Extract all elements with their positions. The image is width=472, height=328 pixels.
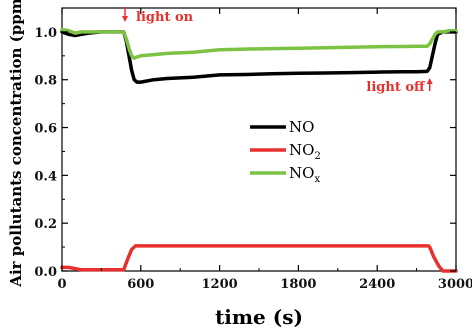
y-axis-ticks: 0.0 0.2 0.4 0.6 0.8 1.0 [34,7,456,280]
legend-label-no: NO [289,118,314,136]
x-tick-label: 0 [57,277,66,292]
annotation-light-off: light off [366,80,426,95]
light-on-arrow-head [122,16,129,22]
x-tick-label: 2400 [359,277,395,292]
y-tick-label: 0.0 [34,265,57,280]
x-tick-label: 3000 [438,277,472,292]
y-tick-label: 0.6 [34,122,57,137]
y-axis-title: Air pollutants concentration (ppm) [7,0,25,288]
x-tick-label: 1800 [280,277,316,292]
series-layer [60,27,458,273]
x-tick-label: 600 [127,277,154,292]
x-axis-title: time (s) [215,305,303,328]
plot-area: 0 600 1200 1800 2400 3000 0.0 0.2 0.4 0.6 0.8 1.0 [34,7,472,292]
legend-label-nox: NOx [289,164,320,185]
annotation-light-on: light on [136,10,194,25]
x-tick-label: 1200 [202,277,238,292]
annotations: light on light off [122,7,433,95]
y-tick-label: 1.0 [34,26,57,41]
light-off-arrow-head [426,78,433,84]
y-tick-label: 0.8 [34,74,57,89]
series-line-nox [60,27,458,60]
y-tick-label: 0.2 [34,217,57,232]
series-line-no2 [60,244,458,273]
legend-label-no2: NO2 [289,141,321,162]
series-line-no [60,30,458,84]
x-axis-ticks: 0 600 1200 1800 2400 3000 [57,8,472,292]
y-tick-label: 0.4 [34,169,57,184]
